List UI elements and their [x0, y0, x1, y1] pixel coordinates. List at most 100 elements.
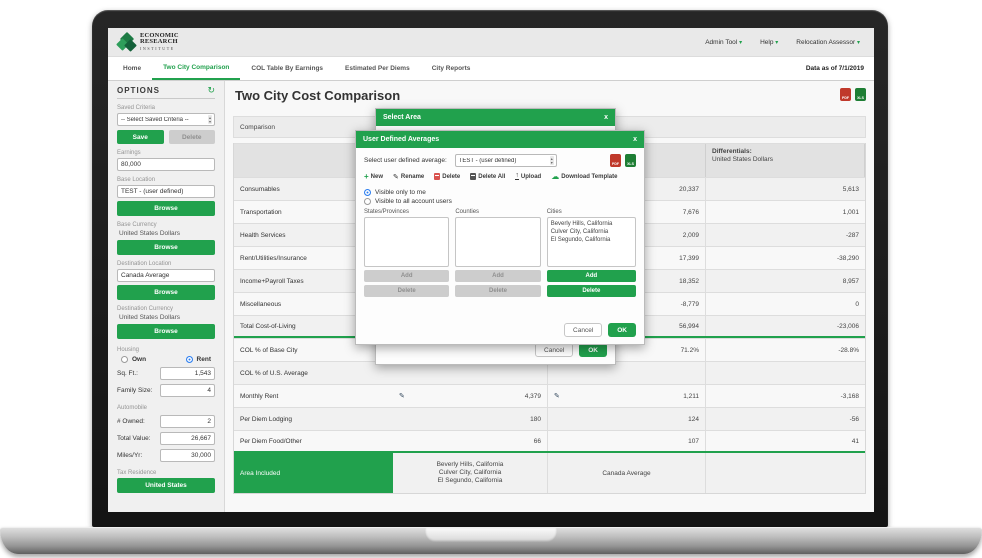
earnings-input[interactable] [117, 158, 215, 171]
destination-location-label: Destination Location [117, 261, 172, 267]
uda-toolbar: + New ✎ Rename Delete Delete All ↑ Upload ☁… [364, 172, 636, 181]
family-size-label: Family Size: [117, 387, 153, 394]
states-delete-button[interactable]: Delete [364, 285, 450, 297]
base-currency-label: Base Currency [117, 222, 157, 228]
select-area-ok-button[interactable]: OK [579, 343, 607, 357]
visible-only-me-label: Visible only to me [375, 189, 426, 196]
chevron-down-icon: ▾ [775, 39, 779, 46]
sqft-input[interactable] [160, 367, 215, 380]
excel-export-icon[interactable]: XLS [625, 154, 636, 167]
automobile-label: Automobile [117, 405, 148, 411]
refresh-icon[interactable]: ↻ [207, 85, 215, 95]
states-add-button[interactable]: Add [364, 270, 450, 282]
destination-currency-browse-button[interactable]: Browse [117, 324, 215, 339]
miles-input[interactable] [160, 449, 215, 462]
base-location-browse-button[interactable]: Browse [117, 201, 215, 216]
download-template-button[interactable]: ☁ Download Template [551, 172, 618, 181]
tab-two-city-comparison[interactable]: Two City Comparison [152, 57, 241, 80]
area-diff-empty [706, 453, 865, 493]
states-provinces-label: States/Provinces [364, 209, 410, 215]
base-location-input[interactable] [117, 185, 215, 198]
logo-line1: ECONOMIC [140, 31, 179, 39]
cities-listbox[interactable]: Beverly Hills, California Culver City, C… [546, 217, 636, 267]
saved-criteria-select[interactable]: -- Select Saved Criteria -- ▴ ▾ [117, 113, 215, 126]
menu-admin-tool[interactable]: Admin Tool ▾ [705, 38, 743, 46]
select-area-title: Select Area [383, 114, 421, 121]
rent-radio[interactable] [185, 356, 193, 363]
edit-icon[interactable]: ✎ [399, 393, 405, 400]
sqft-label: Sq. Ft.: [117, 370, 138, 377]
tax-residence-button[interactable]: United States [117, 478, 215, 493]
delete-button[interactable]: Delete [434, 173, 460, 180]
table-row-monthly-rent: Monthly Rent ✎ 4,379 ✎ 1,211 -3,168 [234, 384, 865, 407]
table-row: Per Diem Food/Other 66 107 41 [234, 430, 865, 453]
rename-button[interactable]: ✎ Rename [393, 173, 425, 181]
destination-currency-label: Destination Currency [117, 306, 174, 312]
data-as-of-label: Data as of 7/1/2019 [805, 65, 864, 72]
delete-all-button[interactable]: Delete All [470, 173, 505, 180]
base-location-label: Base Location [117, 177, 156, 183]
owned-input[interactable] [160, 415, 215, 428]
own-label: Own [132, 356, 147, 363]
area-included-label: Area Included [234, 453, 393, 493]
uda-average-select[interactable]: TEST - (user defined) ▴ ▾ [454, 154, 557, 167]
counties-add-button[interactable]: Add [455, 270, 541, 282]
visible-all-users-radio[interactable] [364, 198, 371, 205]
list-item[interactable]: El Segundo, California [550, 237, 611, 243]
user-defined-averages-modal: User Defined Averages x Select user defi… [355, 130, 645, 345]
counties-label: Counties [455, 209, 480, 215]
table-row-area-included: Area Included Beverly Hills, California … [234, 453, 865, 493]
tab-col-table-by-earnings[interactable]: COL Table By Earnings [251, 65, 324, 72]
pdf-export-icon[interactable]: PDF [840, 88, 851, 101]
new-button[interactable]: + New [364, 172, 384, 181]
excel-export-icon[interactable]: XLS [855, 88, 866, 101]
upload-icon: ↑ [515, 172, 519, 180]
app-window: ECONOMIC RESEARCH INSTITUTE Admin Tool ▾… [108, 28, 874, 512]
family-size-input[interactable] [160, 384, 215, 397]
header-menus: Admin Tool ▾ Help ▾ Relocation Assessor … [705, 39, 860, 46]
total-value-input[interactable] [160, 432, 215, 445]
visible-all-users-label: Visible to all account users [375, 198, 452, 205]
menu-help[interactable]: Help ▾ [760, 38, 779, 46]
list-item[interactable]: Beverly Hills, California [550, 221, 613, 227]
base-currency-value: United States Dollars [119, 230, 181, 237]
tab-city-reports[interactable]: City Reports [431, 65, 471, 72]
save-button[interactable]: Save [117, 130, 164, 144]
uda-ok-button[interactable]: OK [608, 323, 636, 337]
upload-button[interactable]: ↑ Upload [515, 172, 542, 180]
counties-delete-button[interactable]: Delete [455, 285, 541, 297]
counties-listbox[interactable] [455, 217, 541, 267]
close-icon[interactable]: x [604, 114, 608, 121]
cities-delete-button[interactable]: Delete [546, 285, 636, 297]
tab-estimated-per-diems[interactable]: Estimated Per Diems [345, 65, 410, 72]
tab-home[interactable]: Home [123, 65, 142, 72]
earnings-label: Earnings [117, 150, 141, 156]
cities-add-button[interactable]: Add [546, 270, 636, 282]
area-base-cities: Beverly Hills, California Culver City, C… [393, 453, 548, 493]
eri-logo-icon [116, 31, 137, 52]
uda-cancel-button[interactable]: Cancel [564, 323, 603, 337]
eri-logo: ECONOMIC RESEARCH INSTITUTE [116, 31, 179, 52]
laptop-notch [425, 528, 557, 542]
menu-relocation-assessor[interactable]: Relocation Assessor ▾ [796, 38, 860, 46]
options-title: OPTIONS [117, 86, 161, 95]
header-differentials-cell: Differentials: United States Dollars [706, 144, 865, 177]
delete-criteria-button[interactable]: Delete [168, 130, 215, 144]
pdf-export-icon[interactable]: PDF [610, 154, 621, 167]
trash-icon [434, 173, 441, 180]
nav-tabs: Home Two City Comparison COL Table By Ea… [108, 57, 874, 81]
eri-logo-text: ECONOMIC RESEARCH INSTITUTE [140, 31, 179, 52]
destination-location-browse-button[interactable]: Browse [117, 285, 215, 300]
select-area-cancel-button[interactable]: Cancel [535, 343, 574, 357]
close-icon[interactable]: x [633, 136, 637, 143]
edit-icon[interactable]: ✎ [554, 393, 560, 400]
plus-icon: + [364, 172, 369, 181]
own-radio[interactable] [121, 356, 128, 363]
list-item[interactable]: Culver City, California [550, 229, 609, 235]
cities-label: Cities [546, 209, 562, 215]
base-currency-browse-button[interactable]: Browse [117, 240, 215, 255]
states-provinces-listbox[interactable] [364, 217, 450, 267]
owned-label: # Owned: [117, 418, 145, 425]
destination-location-input[interactable] [117, 269, 215, 282]
visible-only-me-radio[interactable] [364, 189, 371, 196]
